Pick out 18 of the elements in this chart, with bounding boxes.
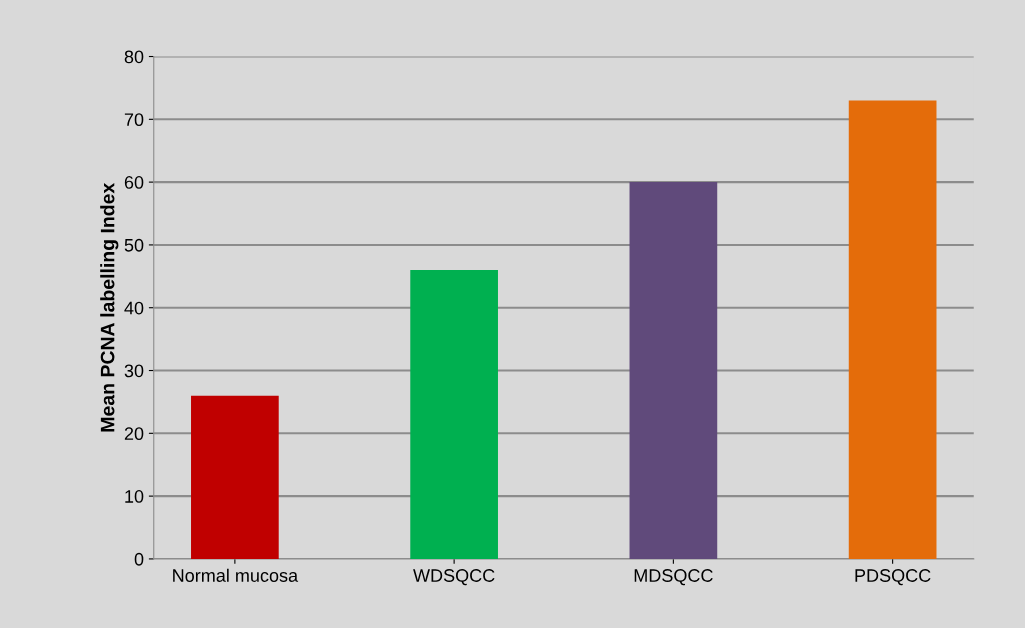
y-tick-label: 70: [124, 113, 144, 127]
y-tick-label: 80: [124, 50, 144, 64]
y-tick-label: 20: [124, 427, 144, 441]
bar: [629, 182, 718, 559]
bar: [410, 270, 498, 559]
y-tick-label: 0: [134, 552, 144, 566]
y-tick-label: 10: [125, 490, 144, 503]
y-tick-label: 60: [124, 176, 144, 189]
bar: [848, 100, 937, 559]
x-tick-label: PDSQCC: [855, 569, 931, 586]
y-axis-title: Mean PCNA labelling Index: [100, 182, 119, 432]
y-tick-label: 50: [124, 238, 144, 252]
y-tick-label: 40: [124, 301, 144, 315]
x-tick-label: MDSQCC: [634, 569, 713, 586]
bar: [191, 395, 279, 559]
y-tick-label: 30: [124, 364, 144, 378]
x-tick-label: Normal mucosa: [173, 568, 299, 582]
x-tick-label: WDSQCC: [413, 569, 495, 586]
